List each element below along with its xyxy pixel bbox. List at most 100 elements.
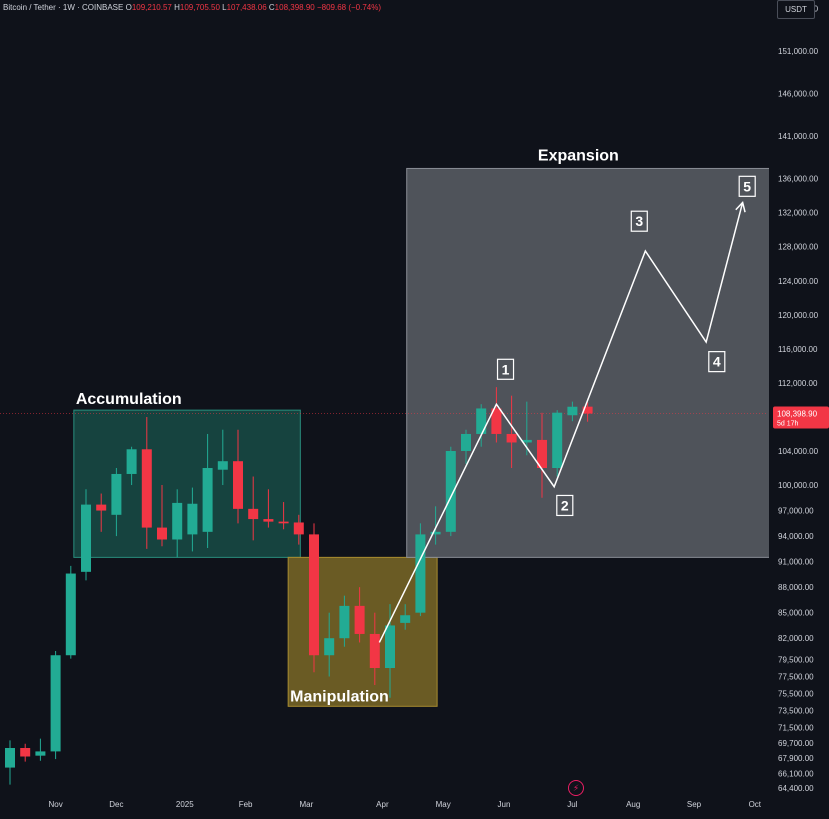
candle-body <box>172 502 183 540</box>
time-tick-label: May <box>436 800 451 809</box>
candle-body <box>567 406 578 416</box>
high-label: H <box>174 3 180 12</box>
candle-body <box>20 748 31 757</box>
wave-label-2: 2 <box>561 497 569 513</box>
price-tick-label: 67,900.00 <box>778 754 814 763</box>
price-tick-label: 97,000.00 <box>778 507 814 516</box>
price-tick-label: 104,000.00 <box>778 447 819 456</box>
symbol-title[interactable]: Bitcoin / Tether · 1W · COINBASE <box>3 3 124 12</box>
price-tick-label: 128,000.00 <box>778 243 819 252</box>
symbol-legend: Bitcoin / Tether · 1W · COINBASE O109,21… <box>3 2 381 14</box>
wave-label-1: 1 <box>502 361 510 377</box>
lightning-icon[interactable]: ⚡ <box>568 780 584 796</box>
price-tick-label: 116,000.00 <box>778 345 818 354</box>
candle-body <box>582 406 593 414</box>
price-tick-label: 94,000.00 <box>778 532 814 541</box>
close-value: 108,398.90 <box>274 3 315 12</box>
low-value: 107,438.06 <box>226 3 267 12</box>
candle-body <box>126 449 137 474</box>
candle-body <box>111 473 122 515</box>
accumulation-label: Accumulation <box>76 391 182 408</box>
candle-body <box>461 433 471 451</box>
price-tick-label: 124,000.00 <box>778 277 819 286</box>
open-label: O <box>125 3 132 12</box>
price-tick-label: 132,000.00 <box>778 209 819 218</box>
time-tick-label: Sep <box>687 800 702 809</box>
candle-body <box>537 439 547 469</box>
candle-body <box>263 519 274 522</box>
candle-body <box>157 527 167 540</box>
zones-layer: Accumulation Manipulation Expansion <box>73 147 771 707</box>
wave-label-box <box>738 175 756 197</box>
price-tick-label: 77,500.00 <box>778 673 814 682</box>
candle-body <box>309 534 319 656</box>
candle-body <box>96 504 107 511</box>
price-tick-label: 136,000.00 <box>778 175 819 184</box>
candle-body <box>491 408 502 434</box>
candle-body <box>81 504 91 572</box>
time-tick-label: Oct <box>749 800 762 809</box>
price-tick-label: 71,500.00 <box>778 724 814 733</box>
price-tick-label: 79,500.00 <box>778 655 814 664</box>
time-tick-label: Aug <box>626 800 640 809</box>
manipulation-label: Manipulation <box>290 688 389 705</box>
candle-body <box>293 522 304 535</box>
candle-body <box>278 521 289 524</box>
candle-body <box>202 468 213 532</box>
wave-label-box <box>708 351 726 373</box>
price-tick-label: 141,000.00 <box>778 132 819 141</box>
candle-body <box>217 461 228 470</box>
time-tick-label: Jun <box>498 800 511 809</box>
candle-body <box>385 625 395 669</box>
time-tick-label: Jul <box>567 800 577 809</box>
candle-body <box>35 751 46 756</box>
open-value: 109,210.57 <box>131 3 172 12</box>
price-tick-label: 73,500.00 <box>778 707 814 716</box>
candle-body <box>415 534 426 613</box>
time-tick-label: Dec <box>109 800 123 809</box>
wave-label-3: 3 <box>635 213 643 229</box>
candles-layer <box>5 387 593 785</box>
time-tick-label: Mar <box>300 800 314 809</box>
wave-label-5: 5 <box>743 178 751 194</box>
wave-arrowhead <box>735 200 746 213</box>
price-tick-label: 82,000.00 <box>778 634 814 643</box>
change-value: −809.68 (−0.74%) <box>316 3 381 12</box>
candle-body <box>50 655 61 752</box>
wave-label-box <box>556 494 574 517</box>
candle-body <box>248 508 259 520</box>
currency-button[interactable]: USDT <box>777 0 815 19</box>
time-tick-label: Feb <box>239 800 253 809</box>
price-tick-label: 151,000.00 <box>778 47 819 56</box>
candle-body <box>324 638 335 656</box>
price-axis[interactable]: 156,000.00151,000.00146,000.00141,000.00… <box>769 0 829 814</box>
price-tick-label: 120,000.00 <box>778 311 819 320</box>
price-tick-label: 112,000.00 <box>778 379 818 388</box>
expansion-label: Expansion <box>538 147 619 164</box>
candle-body <box>65 573 76 656</box>
candle-body <box>521 439 532 443</box>
price-tick-label: 85,000.00 <box>778 609 814 618</box>
wave-path <box>378 202 744 643</box>
wave-label-4: 4 <box>713 354 721 370</box>
time-axis[interactable]: Nov Dec 2025 Feb Mar Apr May Jun Jul Aug Sep Oct <box>48 800 761 809</box>
candle-body <box>141 449 152 528</box>
price-tick-label: 66,100.00 <box>778 770 814 779</box>
wave-layer: 1 2 3 4 5 <box>378 175 756 643</box>
candle-body <box>476 408 487 434</box>
low-label: L <box>222 3 227 12</box>
wave-label-box <box>630 210 648 232</box>
close-label: C <box>268 3 275 12</box>
candle-body <box>339 605 350 639</box>
candle-body <box>506 433 517 443</box>
price-tick-label: 146,000.00 <box>778 90 819 99</box>
wave-label-box <box>496 358 515 380</box>
current-price-label: 108,398.90 <box>777 410 818 419</box>
candle-body <box>369 633 380 669</box>
current-price-badge <box>773 406 829 429</box>
time-tick-label: 2025 <box>176 800 194 809</box>
high-value: 109,705.50 <box>179 3 220 12</box>
price-tick-label: 91,000.00 <box>778 558 814 567</box>
